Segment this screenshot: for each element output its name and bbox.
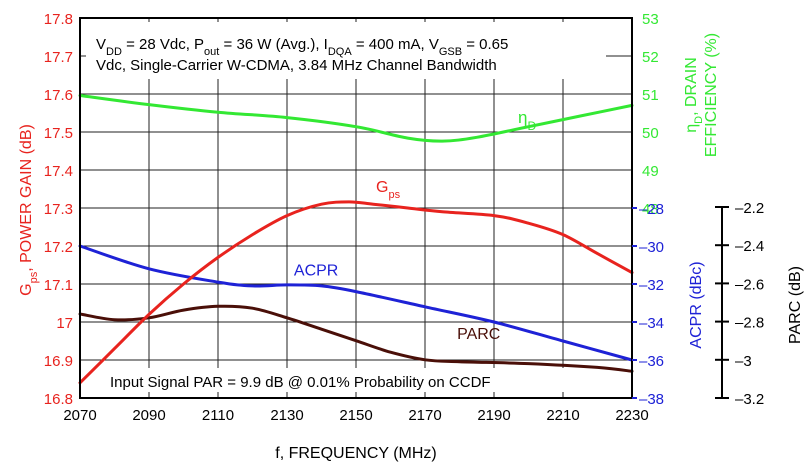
left-tick-label: 17.6 xyxy=(44,87,73,104)
efficiency-axis-label-line-2: EFFICIENCY (%) xyxy=(703,33,720,157)
bottom-note: Input Signal PAR = 9.9 dB @ 0.01% Probab… xyxy=(110,374,491,391)
acpr-axis-label: ACPR (dBc) xyxy=(688,261,705,348)
series-label-parc: PARC xyxy=(457,326,500,343)
left-tick-label: 16.8 xyxy=(44,391,73,408)
series-line-gps xyxy=(78,200,634,385)
x-tick-label: 2090 xyxy=(132,407,165,424)
x-tick-label: 2170 xyxy=(408,407,441,424)
left-tick-label: 17.2 xyxy=(44,239,73,256)
left-tick-label: 17.7 xyxy=(44,49,73,66)
efficiency-tick-label: 48 xyxy=(642,201,659,218)
left-tick-label: 17.5 xyxy=(44,125,73,142)
bottom-note-box xyxy=(103,368,572,392)
parc-tick-label: –2.8 xyxy=(735,315,764,332)
series-label-acpr: ACPR xyxy=(294,262,338,279)
efficiency-tick-label: 53 xyxy=(642,11,659,28)
parc-tick-label: –2.4 xyxy=(735,238,764,255)
series-label-gps: Gps xyxy=(376,179,401,201)
x-tick-label: 2190 xyxy=(477,407,510,424)
efficiency-tick-label: 52 xyxy=(642,49,659,66)
efficiency-tick-label: 49 xyxy=(642,163,659,180)
x-tick-label: 2070 xyxy=(63,407,96,424)
efficiency-axis-ticks: 48 49 50 51 52 53 xyxy=(642,11,659,218)
curves: Gps ηD ACPR PARC xyxy=(78,94,634,385)
efficiency-axis-label-line-1: ηD, DRAIN xyxy=(683,57,705,133)
acpr-axis-ticks: –38 –36 –34 –32 –30 –28 xyxy=(632,201,664,408)
left-axis-label: Gps, POWER GAIN (dB) xyxy=(18,124,40,296)
parc-tick-label: –2.6 xyxy=(735,276,764,293)
acpr-tick-label: –34 xyxy=(639,315,664,332)
left-tick-label: 17 xyxy=(56,315,73,332)
annotation-box xyxy=(86,22,606,79)
acpr-tick-label: –32 xyxy=(639,277,664,294)
parc-tick-label: –3.2 xyxy=(735,391,764,408)
x-axis-ticks: 2070 2090 2110 2130 2150 2170 2190 2210 2230 xyxy=(63,407,648,424)
left-tick-label: 16.9 xyxy=(44,353,73,370)
series-line-parc xyxy=(78,304,634,373)
x-tick-label: 2230 xyxy=(615,407,648,424)
annotation-line-1: VDD = 28 Vdc, Pout = 36 W (Avg.), IDQA =… xyxy=(96,36,508,58)
left-tick-label: 17.8 xyxy=(44,11,73,28)
parc-axis-label: PARC (dB) xyxy=(787,266,804,344)
left-tick-label: 17.4 xyxy=(44,163,73,180)
left-tick-label: 17.3 xyxy=(44,201,73,218)
acpr-tick-label: –28 xyxy=(639,201,664,218)
efficiency-tick-label: 50 xyxy=(642,125,659,142)
acpr-tick-label: –38 xyxy=(639,391,664,408)
parc-tick-label: –3 xyxy=(735,353,752,370)
efficiency-tick-label: 51 xyxy=(642,87,659,104)
x-axis-label: f, FREQUENCY (MHz) xyxy=(275,445,436,462)
series-line-acpr xyxy=(78,244,634,362)
parc-axis: –3.2 –3 –2.8 –2.6 –2.4 –2.2 xyxy=(715,200,764,408)
x-tick-label: 2130 xyxy=(270,407,303,424)
acpr-tick-label: –36 xyxy=(639,353,664,370)
left-axis-ticks: 16.8 16.9 17 17.1 17.2 17.3 17.4 17.5 17.6 17.7 17… xyxy=(44,11,73,408)
x-tick-label: 2210 xyxy=(546,407,579,424)
x-tick-label: 2150 xyxy=(339,407,372,424)
axis-labels: f, FREQUENCY (MHz) Gps, POWER GAIN (dB) ηD… xyxy=(18,33,804,462)
series-label-eta-d: ηD xyxy=(518,108,536,133)
left-tick-label: 17.1 xyxy=(44,277,73,294)
x-tick-label: 2110 xyxy=(202,407,234,424)
parc-tick-label: –2.2 xyxy=(735,200,764,217)
grid xyxy=(80,18,632,398)
acpr-tick-label: –30 xyxy=(639,239,664,256)
series-line-eta-d xyxy=(78,94,634,143)
annotation-line-2: Vdc, Single-Carrier W-CDMA, 3.84 MHz Cha… xyxy=(96,57,497,74)
